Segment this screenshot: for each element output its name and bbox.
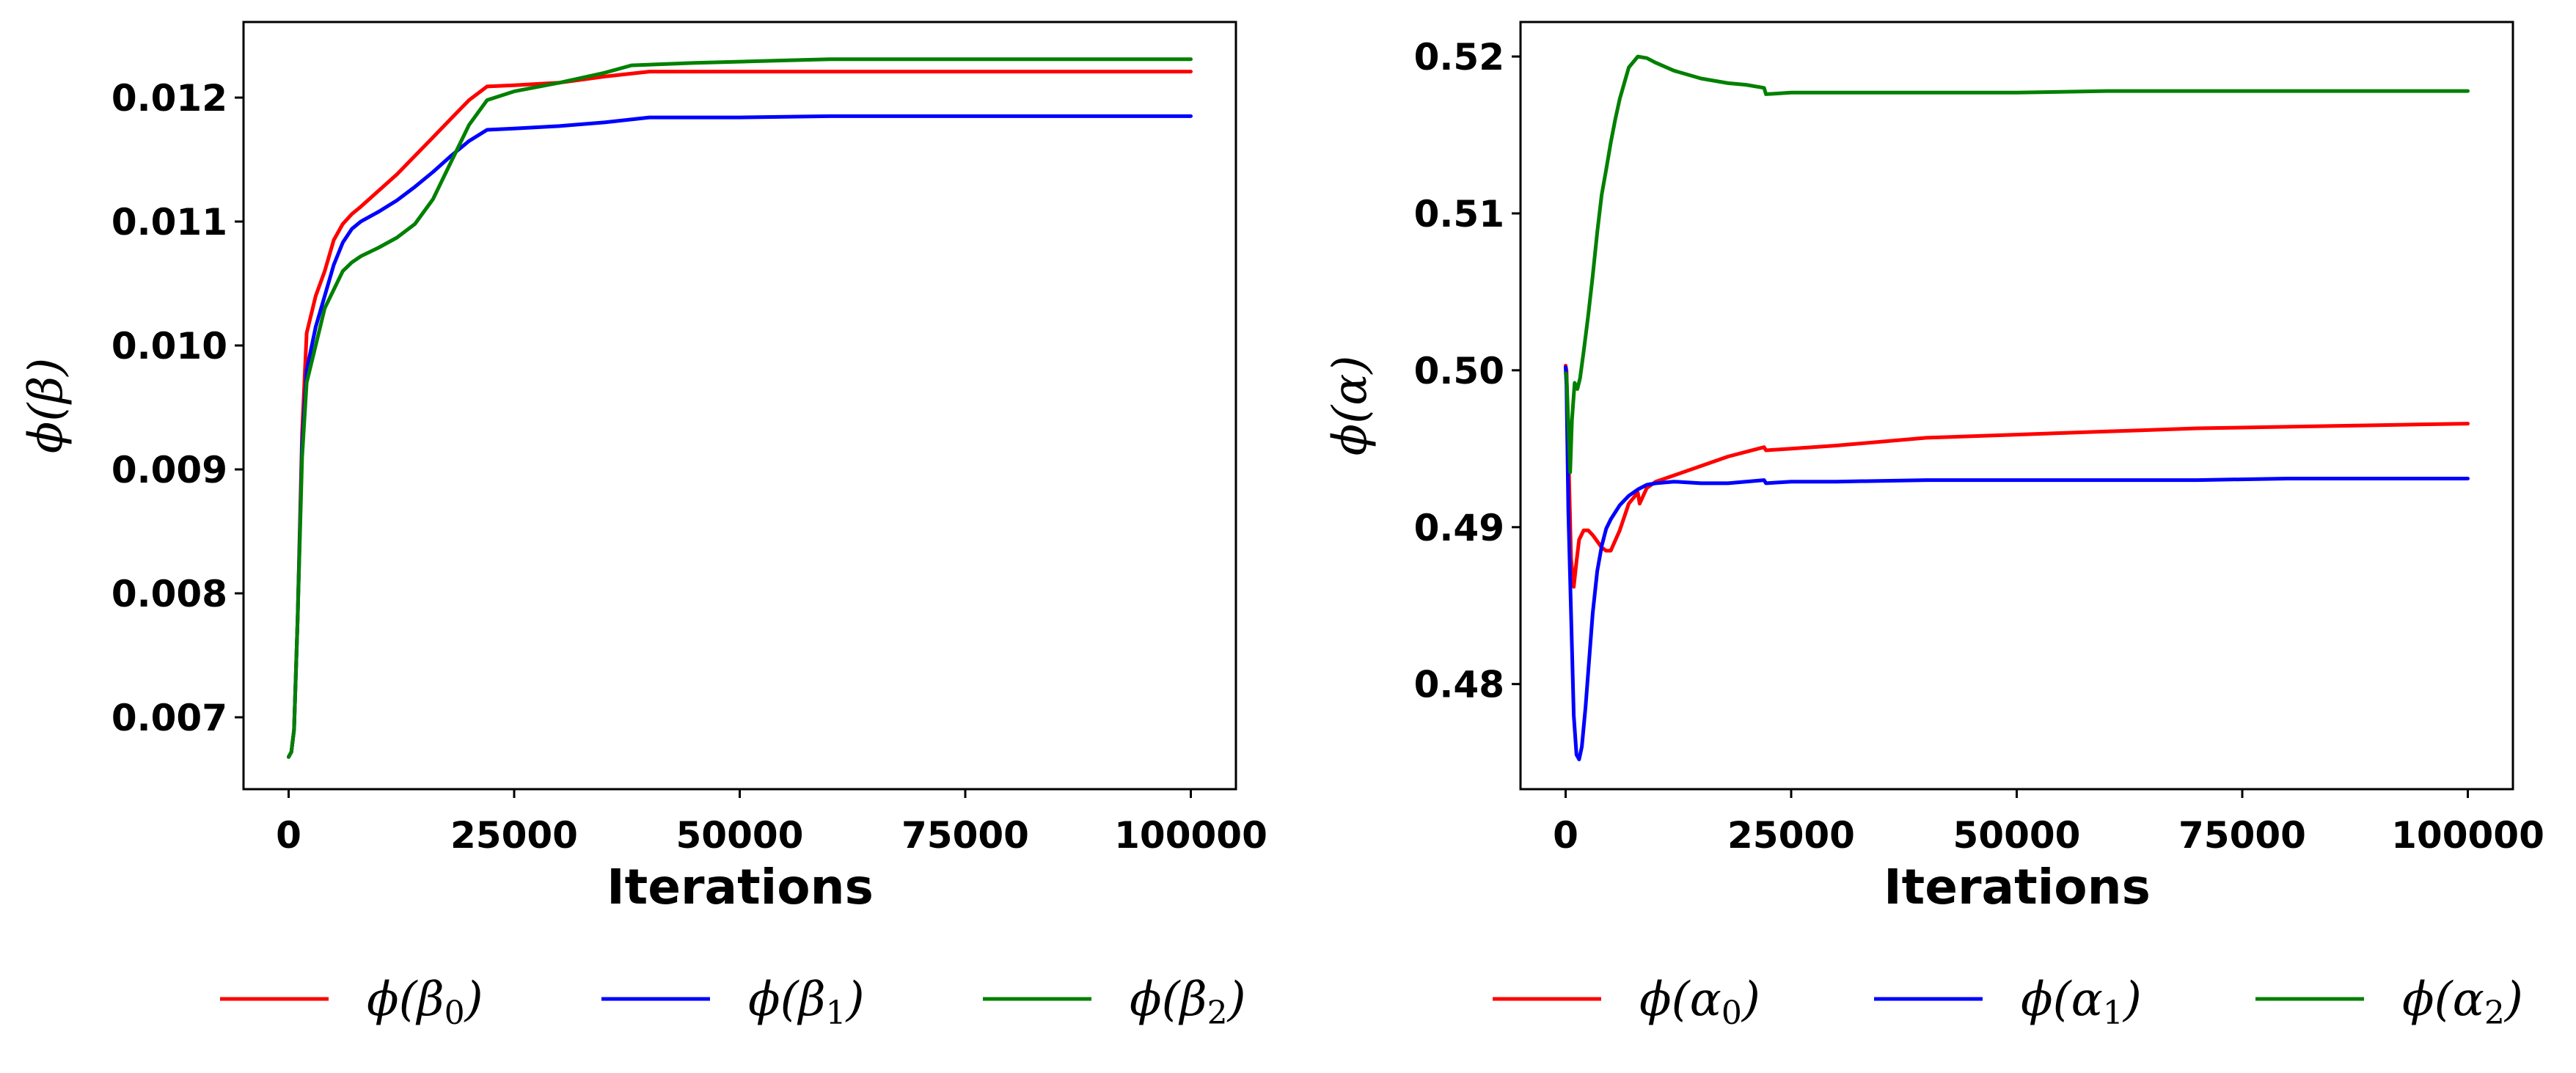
legend-item-2: ϕ(β2)	[983, 973, 1246, 1032]
y-tick-label: 0.009	[111, 449, 227, 491]
legend-label: ϕ(α0)	[1639, 973, 1760, 1032]
series-line-1	[1564, 365, 2470, 761]
y-tick-label: 0.49	[1414, 507, 1504, 549]
legend-label: ϕ(β2)	[1130, 973, 1246, 1032]
y-ticks-left: 0.007 0.008 0.009 0.010 0.011 0.012	[111, 77, 244, 739]
x-axis-label-right: Iterations	[1884, 859, 2151, 915]
legend-item-1: ϕ(α1)	[1874, 973, 2142, 1032]
chart-right: 0.48 0.49 0.50 0.51 0.52 0 25000 50000 75000 100…	[1323, 21, 2544, 1032]
series-right	[1564, 54, 2470, 761]
x-tick-label: 50000	[676, 814, 804, 857]
x-tick-label: 75000	[901, 814, 1029, 857]
y-tick-label: 0.51	[1414, 193, 1504, 235]
legend-item-2: ϕ(α2)	[2255, 973, 2523, 1032]
legend-label: ϕ(β0)	[367, 973, 483, 1032]
y-tick-label: 0.010	[111, 325, 227, 367]
legend-label: ϕ(β1)	[748, 973, 865, 1032]
x-tick-label: 0	[1553, 814, 1578, 857]
legend-left: ϕ(β0) ϕ(β1) ϕ(β2)	[220, 973, 1246, 1032]
y-tick-label: 0.012	[111, 77, 227, 120]
plot-frame-right	[1519, 21, 2514, 791]
x-axis-label-left: Iterations	[607, 859, 874, 915]
series-line-0	[1564, 364, 2470, 589]
x-tick-label: 75000	[2178, 814, 2306, 857]
x-tick-label: 50000	[1953, 814, 2081, 857]
y-tick-label: 0.011	[111, 201, 227, 243]
x-tick-label: 100000	[1114, 814, 1267, 857]
y-axis-label-right: ϕ(α)	[1323, 356, 1377, 456]
x-tick-label: 0	[276, 814, 301, 857]
series-line-0	[287, 70, 1193, 759]
series-line-2	[287, 57, 1193, 759]
y-axis-label-left: ϕ(β)	[19, 358, 73, 454]
y-tick-label: 0.52	[1414, 36, 1504, 78]
legend-item-0: ϕ(α0)	[1493, 973, 1760, 1032]
legend-right: ϕ(α0) ϕ(α1) ϕ(α2)	[1493, 973, 2523, 1032]
x-tick-label: 100000	[2391, 814, 2544, 857]
y-tick-label: 0.50	[1414, 350, 1504, 392]
legend-item-0: ϕ(β0)	[220, 973, 483, 1032]
x-ticks-right: 0 25000 50000 75000 100000	[1553, 789, 2544, 857]
series-line-2	[1564, 54, 2470, 475]
y-tick-label: 0.48	[1414, 664, 1504, 706]
legend-label: ϕ(α2)	[2402, 973, 2523, 1032]
plot-frame-left	[242, 21, 1237, 791]
y-tick-label: 0.007	[111, 697, 227, 739]
y-tick-label: 0.008	[111, 573, 227, 615]
legend-item-1: ϕ(β1)	[601, 973, 865, 1032]
chart-left: 0.007 0.008 0.009 0.010 0.011 0.012 0 25000 500…	[19, 21, 1267, 1032]
legend-label: ϕ(α1)	[2021, 973, 2142, 1032]
series-left	[287, 57, 1193, 759]
x-ticks-left: 0 25000 50000 75000 100000	[276, 789, 1267, 857]
x-tick-label: 25000	[1727, 814, 1855, 857]
x-tick-label: 25000	[450, 814, 578, 857]
y-ticks-right: 0.48 0.49 0.50 0.51 0.52	[1414, 36, 1521, 706]
